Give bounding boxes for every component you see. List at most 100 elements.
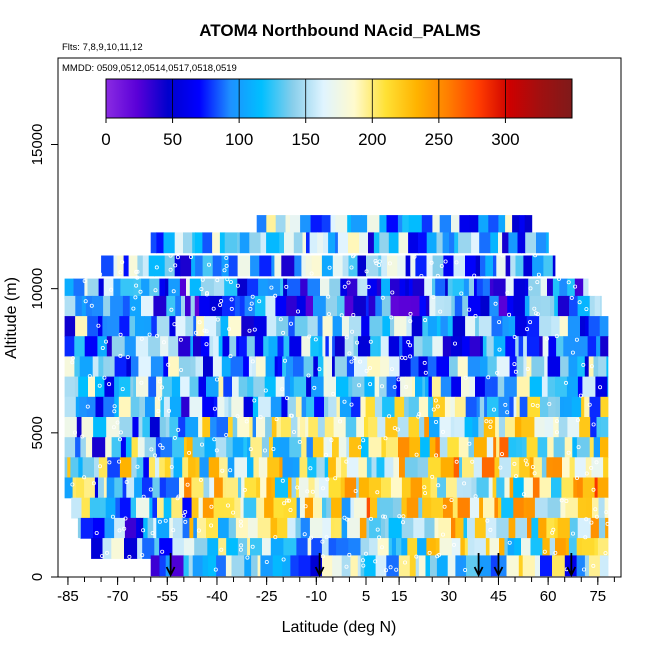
heatmap-cell <box>358 457 368 479</box>
heatmap-cell <box>103 396 115 418</box>
sample-point <box>109 287 114 292</box>
sample-point <box>331 391 336 396</box>
colorbar-tick-label: 150 <box>292 130 320 149</box>
heatmap-cell <box>204 437 217 458</box>
heatmap-cell <box>72 477 77 499</box>
heatmap-cell <box>181 295 186 317</box>
heatmap-cell <box>413 336 424 357</box>
heatmap-cell <box>457 497 471 519</box>
heatmap-cell <box>131 437 139 458</box>
heatmap-cell <box>263 336 270 357</box>
heatmap-cell <box>588 356 595 378</box>
heatmap-cell <box>274 477 289 499</box>
heatmap-cell <box>401 497 408 519</box>
heatmap-cell <box>514 417 522 438</box>
heatmap-cell <box>515 316 528 337</box>
sample-point <box>235 414 240 419</box>
heatmap-cell <box>328 336 333 357</box>
sample-point <box>375 490 380 495</box>
sample-point <box>271 446 276 451</box>
sample-point <box>183 519 188 524</box>
heatmap-cell <box>524 278 529 300</box>
sample-point <box>349 402 354 407</box>
heatmap-cell <box>589 437 595 458</box>
heatmap-cell <box>190 295 196 317</box>
heatmap-cell <box>341 457 348 479</box>
heatmap-cell <box>235 517 249 539</box>
heatmap-cell <box>215 437 227 458</box>
heatmap-cell <box>265 295 277 317</box>
heatmap-cell <box>480 356 489 378</box>
heatmap-cell <box>368 417 378 438</box>
heatmap-cell <box>335 215 348 236</box>
heatmap-cell <box>189 278 202 300</box>
sample-point <box>559 498 564 503</box>
heatmap-cell <box>64 278 75 300</box>
sample-point <box>507 540 512 545</box>
sample-point <box>171 528 176 533</box>
heatmap-cell <box>498 497 502 519</box>
heatmap-cell <box>439 437 448 458</box>
heatmap-cell <box>247 538 251 559</box>
heatmap-cell <box>125 437 133 458</box>
heatmap-cell <box>364 417 369 438</box>
heatmap-cell <box>84 477 96 499</box>
heatmap-cell <box>425 295 430 317</box>
heatmap-cell <box>141 295 154 317</box>
heatmap-cell <box>496 255 507 277</box>
heatmap-cell <box>594 477 599 499</box>
sample-point <box>605 521 610 526</box>
heatmap-cell <box>326 437 333 458</box>
heatmap-cell <box>487 396 500 418</box>
sample-point <box>70 360 75 365</box>
heatmap-cell <box>154 396 161 418</box>
heatmap-cell <box>522 555 536 577</box>
heatmap-cell <box>451 336 460 357</box>
sample-point <box>160 549 165 554</box>
heatmap-cell <box>216 555 227 577</box>
heatmap-cell <box>357 555 362 577</box>
heatmap-cell <box>398 555 411 577</box>
sample-point <box>437 552 442 557</box>
heatmap-cell <box>432 255 445 277</box>
heatmap-cell <box>105 437 113 458</box>
heatmap-cell <box>553 417 560 438</box>
heatmap-cell <box>171 555 185 577</box>
heatmap-cell <box>540 396 549 418</box>
sample-point <box>433 419 438 424</box>
heatmap-cell <box>204 316 217 337</box>
heatmap-cell <box>505 336 516 357</box>
heatmap-cell <box>451 517 456 539</box>
sample-point <box>431 407 436 412</box>
heatmap-cell <box>175 316 186 337</box>
sample-point <box>107 460 112 465</box>
heatmap-cell <box>74 336 86 357</box>
heatmap-cell <box>265 356 276 378</box>
heatmap-cell <box>455 517 465 539</box>
heatmap-cell <box>277 517 288 539</box>
heatmap-cell <box>181 396 190 418</box>
heatmap-cell <box>279 232 285 254</box>
heatmap-cell <box>508 316 516 337</box>
heatmap-cell <box>467 517 476 539</box>
heatmap-cell <box>223 376 233 398</box>
sample-point <box>135 464 140 469</box>
heatmap-cell <box>224 278 238 300</box>
sample-point <box>536 272 541 277</box>
sample-point <box>379 384 384 389</box>
sample-point <box>584 517 589 522</box>
sample-point <box>231 510 236 515</box>
heatmap-cell <box>560 356 570 378</box>
heatmap-cell <box>324 417 335 438</box>
sample-point <box>408 311 413 316</box>
heatmap-cell <box>95 396 104 418</box>
sample-point <box>380 295 385 300</box>
x-tick-label: 60 <box>540 588 557 605</box>
heatmap-cell <box>515 336 520 357</box>
sample-point <box>556 262 561 267</box>
heatmap-cell <box>300 517 311 539</box>
heatmap-cell <box>577 497 587 519</box>
heatmap-cell <box>557 517 571 539</box>
heatmap-cell <box>486 437 494 458</box>
heatmap-cell <box>141 278 150 300</box>
